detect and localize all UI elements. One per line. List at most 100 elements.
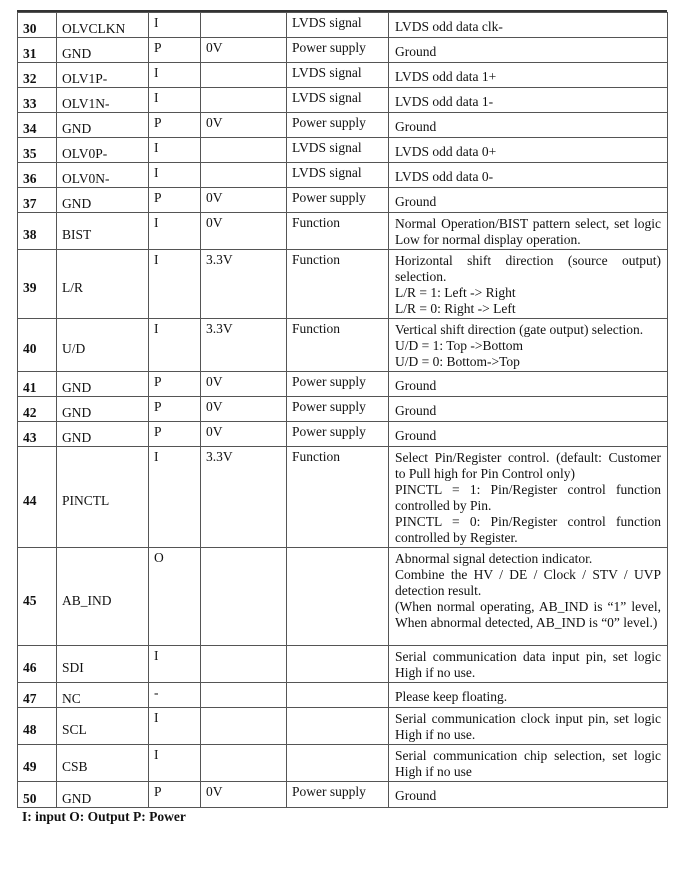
pin-name: L/R [56, 249, 149, 319]
description-line: Ground [395, 44, 437, 59]
table-row: 32 OLV1P- I LVDS signal LVDS odd data 1+ [17, 62, 668, 88]
pin-description: LVDS odd data 1+ [388, 62, 668, 88]
table-row: 50 GND P 0V Power supply Ground [17, 781, 668, 808]
pin-function: Power supply [286, 187, 389, 213]
pin-name: OLV1P- [56, 62, 149, 88]
table-row: 42 GND P 0V Power supply Ground [17, 396, 668, 422]
pin-number: 40 [17, 318, 57, 372]
pin-function: LVDS signal [286, 12, 389, 38]
pin-voltage: 0V [200, 112, 287, 138]
pin-type: P [148, 396, 201, 422]
pin-description: Ground [388, 371, 668, 397]
pin-description: LVDS odd data clk- [388, 12, 668, 38]
pin-voltage: 0V [200, 37, 287, 63]
pin-voltage: 0V [200, 396, 287, 422]
pin-type: I [148, 645, 201, 683]
pin-type: I [148, 249, 201, 319]
description-line: L/R = 1: Left -> Right [395, 285, 516, 300]
pin-voltage [200, 137, 287, 163]
table-row: 43 GND P 0V Power supply Ground [17, 421, 668, 447]
pin-voltage [200, 62, 287, 88]
pin-description: Vertical shift direction (gate output) s… [388, 318, 668, 372]
table-row: 40 U/D I 3.3V Function Vertical shift directi… [17, 318, 668, 372]
pin-voltage [200, 645, 287, 683]
table-row: 47 NC - Please keep floating. [17, 682, 668, 708]
pin-type: P [148, 371, 201, 397]
pin-type: I [148, 137, 201, 163]
pin-description: Serial communication data input pin, set… [388, 645, 668, 683]
pin-name: GND [56, 781, 149, 808]
pin-number: 39 [17, 249, 57, 319]
pin-name: GND [56, 37, 149, 63]
type-legend: I: input O: Output P: Power [22, 809, 186, 824]
pin-description: Ground [388, 396, 668, 422]
pin-number: 34 [17, 112, 57, 138]
pin-type: O [148, 547, 201, 646]
table-row: 46 SDI I Serial communication data input pi… [17, 645, 668, 683]
pin-function: LVDS signal [286, 137, 389, 163]
description-line: Ground [395, 119, 437, 134]
pin-type: I [148, 212, 201, 250]
pin-description: Horizontal shift direction (source outpu… [388, 249, 668, 319]
description-line: Serial communication clock input pin, se… [395, 711, 661, 742]
pin-name: SDI [56, 645, 149, 683]
pin-description: Abnormal signal detection indicator. Comb… [388, 547, 668, 646]
table-row: 44 PINCTL I 3.3V Function Select Pin/Register… [17, 446, 668, 548]
description-line: Ground [395, 403, 437, 418]
table-row: 45 AB_IND O Abnormal signal detection indic… [17, 547, 668, 646]
pin-description: Select Pin/Register control. (default: C… [388, 446, 668, 548]
description-line: Please keep floating. [395, 689, 508, 704]
table-row: 41 GND P 0V Power supply Ground [17, 371, 668, 397]
page-content: 30 OLVCLKN I LVDS signal LVDS odd data clk- 3… [17, 10, 668, 825]
pin-name: OLV0P- [56, 137, 149, 163]
pin-type: I [148, 162, 201, 188]
pin-name: AB_IND [56, 547, 149, 646]
table-row: 49 CSB I Serial communication chip selectio… [17, 744, 668, 782]
table-row: 48 SCL I Serial communication clock input p… [17, 707, 668, 745]
pin-voltage: 0V [200, 371, 287, 397]
table-row: 36 OLV0N- I LVDS signal LVDS odd data 0- [17, 162, 668, 188]
pin-number: 46 [17, 645, 57, 683]
pin-voltage [200, 707, 287, 745]
pin-number: 38 [17, 212, 57, 250]
description-line: (When normal operating, AB_IND is “1” le… [395, 599, 661, 630]
description-line: LVDS odd data 1+ [395, 69, 497, 84]
pin-description: LVDS odd data 1- [388, 87, 668, 113]
pin-function: Power supply [286, 396, 389, 422]
pin-type: P [148, 37, 201, 63]
description-line: Horizontal shift direction (source outpu… [395, 253, 661, 284]
table-row: 30 OLVCLKN I LVDS signal LVDS odd data clk- [17, 12, 668, 38]
pin-function: Function [286, 249, 389, 319]
pin-type: I [148, 12, 201, 38]
pin-function: Power supply [286, 371, 389, 397]
table-row: 35 OLV0P- I LVDS signal LVDS odd data 0+ [17, 137, 668, 163]
pin-name: OLV1N- [56, 87, 149, 113]
pin-name: PINCTL [56, 446, 149, 548]
table-row: 39 L/R I 3.3V Function Horizontal shift direc… [17, 249, 668, 319]
pin-type: I [148, 744, 201, 782]
description-line: Ground [395, 428, 437, 443]
pin-voltage: 0V [200, 212, 287, 250]
pin-number: 42 [17, 396, 57, 422]
table-row: 38 BIST I 0V Function Normal Operation/BIST p… [17, 212, 668, 250]
pin-voltage [200, 162, 287, 188]
pin-name: NC [56, 682, 149, 708]
description-line: Ground [395, 378, 437, 393]
pin-voltage [200, 682, 287, 708]
pin-name: OLV0N- [56, 162, 149, 188]
pin-name: GND [56, 371, 149, 397]
pin-name: OLVCLKN [56, 12, 149, 38]
pin-voltage: 0V [200, 781, 287, 808]
pin-name: BIST [56, 212, 149, 250]
pin-name: GND [56, 396, 149, 422]
pin-function: Power supply [286, 781, 389, 808]
description-line: Ground [395, 194, 437, 209]
pin-type: I [148, 318, 201, 372]
pin-type: P [148, 421, 201, 447]
table-row: 33 OLV1N- I LVDS signal LVDS odd data 1- [17, 87, 668, 113]
pin-description: Ground [388, 112, 668, 138]
pin-number: 35 [17, 137, 57, 163]
pin-function [286, 547, 389, 646]
pin-description: Ground [388, 781, 668, 808]
pin-voltage: 0V [200, 421, 287, 447]
